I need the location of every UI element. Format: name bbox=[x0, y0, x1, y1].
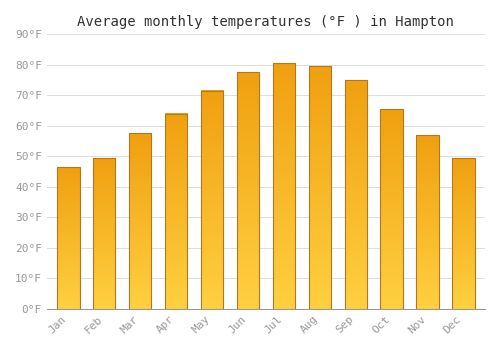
Bar bbox=[452, 158, 474, 309]
Bar bbox=[273, 63, 295, 309]
Bar bbox=[308, 66, 331, 309]
Bar bbox=[344, 80, 367, 309]
Bar bbox=[201, 91, 223, 309]
Bar bbox=[237, 72, 259, 309]
Bar bbox=[93, 158, 116, 309]
Bar bbox=[416, 135, 438, 309]
Bar bbox=[165, 114, 188, 309]
Bar bbox=[380, 109, 403, 309]
Title: Average monthly temperatures (°F ) in Hampton: Average monthly temperatures (°F ) in Ha… bbox=[78, 15, 454, 29]
Bar bbox=[129, 133, 152, 309]
Bar bbox=[58, 167, 80, 309]
